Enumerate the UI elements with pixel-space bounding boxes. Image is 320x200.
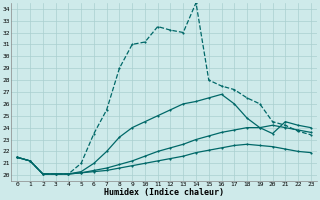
- X-axis label: Humidex (Indice chaleur): Humidex (Indice chaleur): [104, 188, 224, 197]
